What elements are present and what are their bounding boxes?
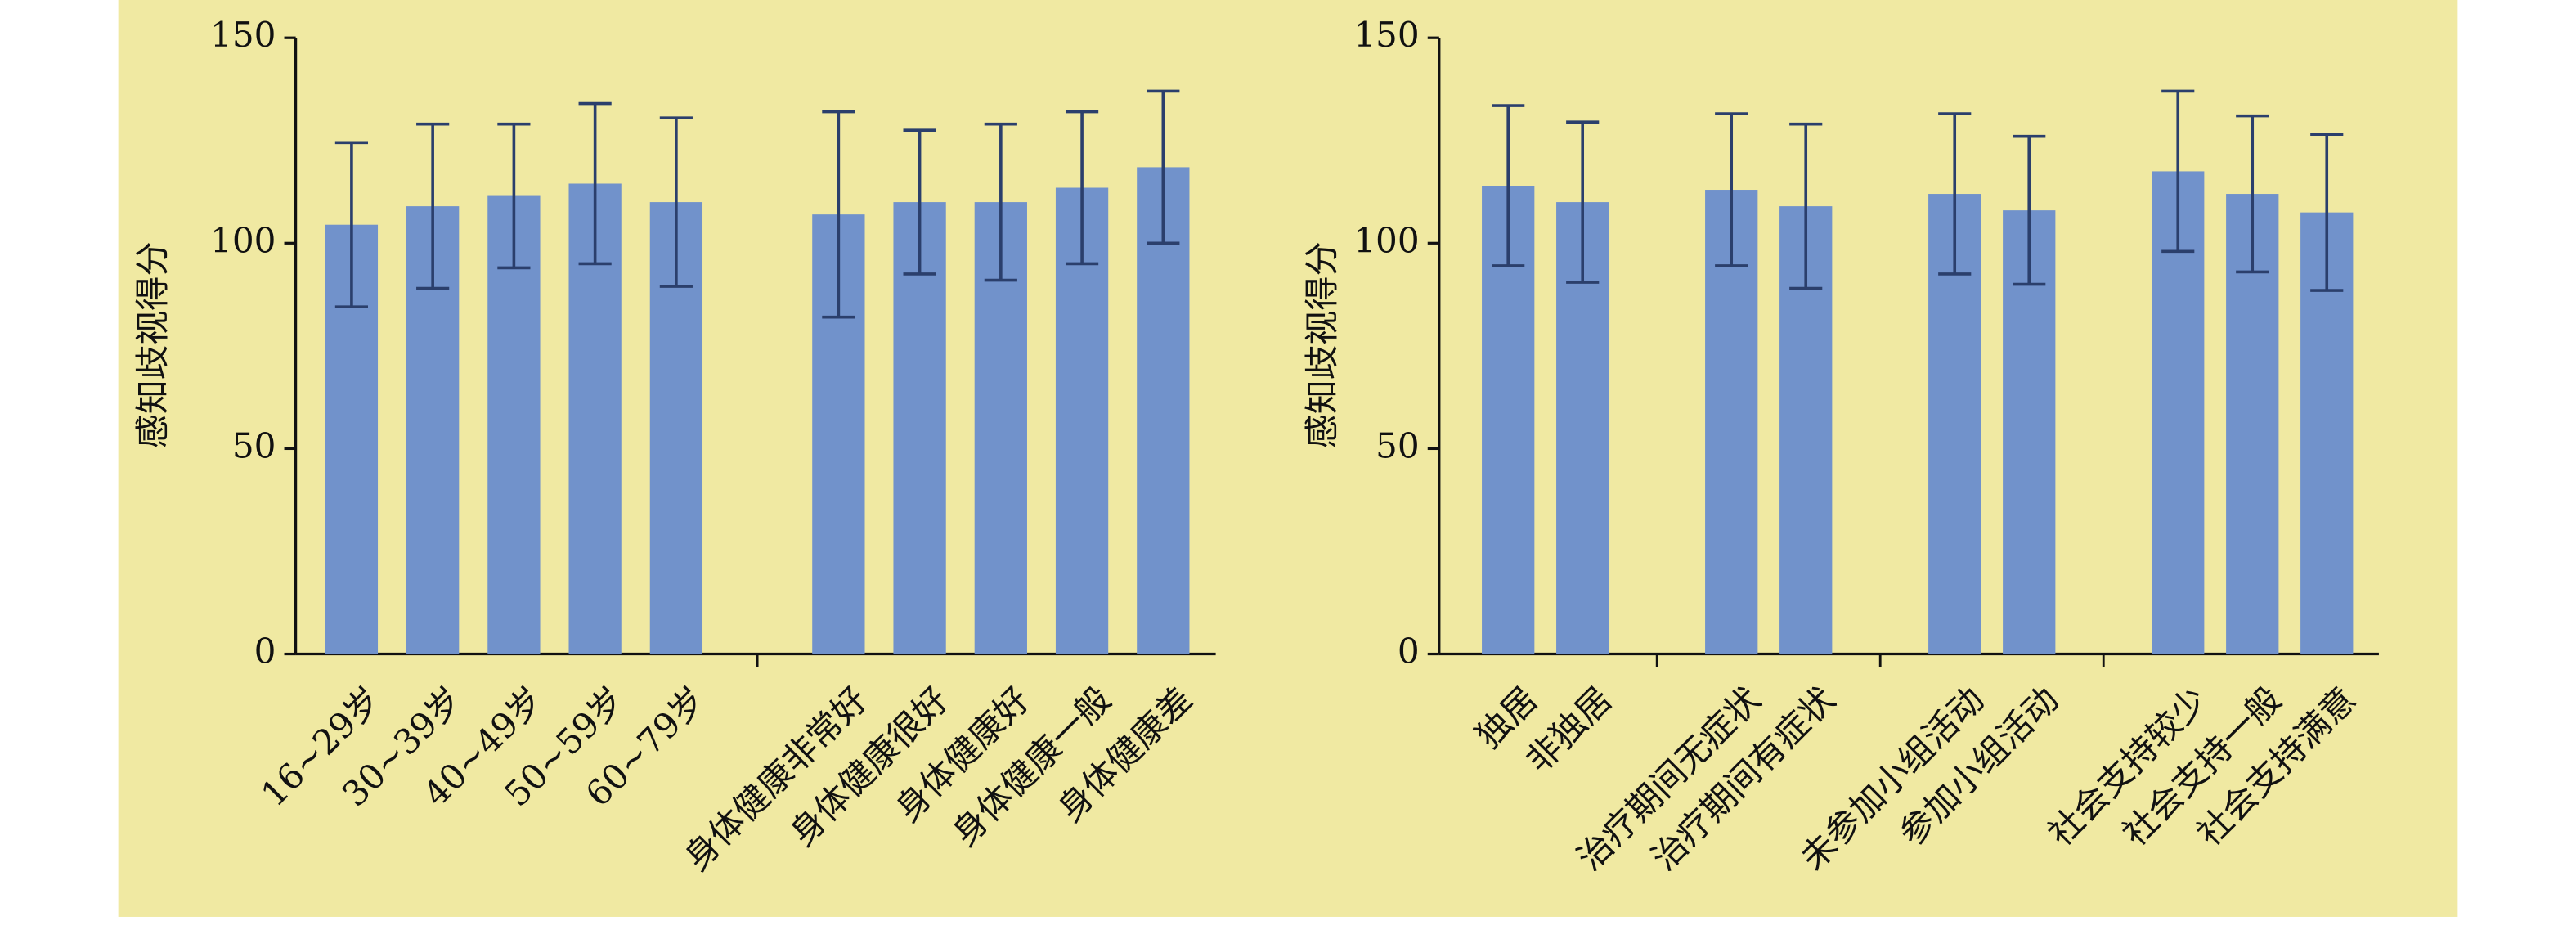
error-bar [1789, 122, 1823, 290]
error-bar [578, 101, 612, 266]
error-bar [1147, 89, 1180, 245]
y-tick-label: 0 [254, 631, 276, 672]
error-bar [822, 110, 855, 319]
error-bar [2161, 89, 2195, 254]
y-tick-label: 50 [232, 425, 276, 465]
error-bar [1938, 112, 1972, 276]
bar [487, 195, 541, 654]
error-bar [1566, 120, 1600, 284]
y-tick-label: 100 [210, 220, 276, 260]
error-bar [334, 141, 369, 308]
error-bar [984, 122, 1017, 282]
error-bar [659, 116, 693, 288]
error-bar [1715, 112, 1748, 267]
error-bar [1492, 104, 1525, 267]
error-bar [1065, 110, 1099, 266]
y-tick-label: 50 [1376, 425, 1420, 465]
error-bar [497, 122, 531, 270]
y-tick-label: 150 [210, 15, 276, 55]
y-tick-label: 150 [1353, 15, 1420, 55]
bar [893, 202, 946, 654]
bar [1137, 167, 1190, 654]
error-bar [2310, 133, 2344, 292]
y-tick-label: 0 [1398, 631, 1420, 672]
error-bar [416, 122, 450, 290]
y-axis-label: 感知歧视得分 [1302, 241, 1342, 448]
y-tick-label: 100 [1353, 220, 1420, 260]
error-bar [2013, 134, 2046, 286]
bar [1055, 187, 1109, 654]
error-bar [2236, 114, 2269, 274]
y-axis-label: 感知歧视得分 [132, 241, 173, 448]
error-bar [903, 128, 936, 276]
